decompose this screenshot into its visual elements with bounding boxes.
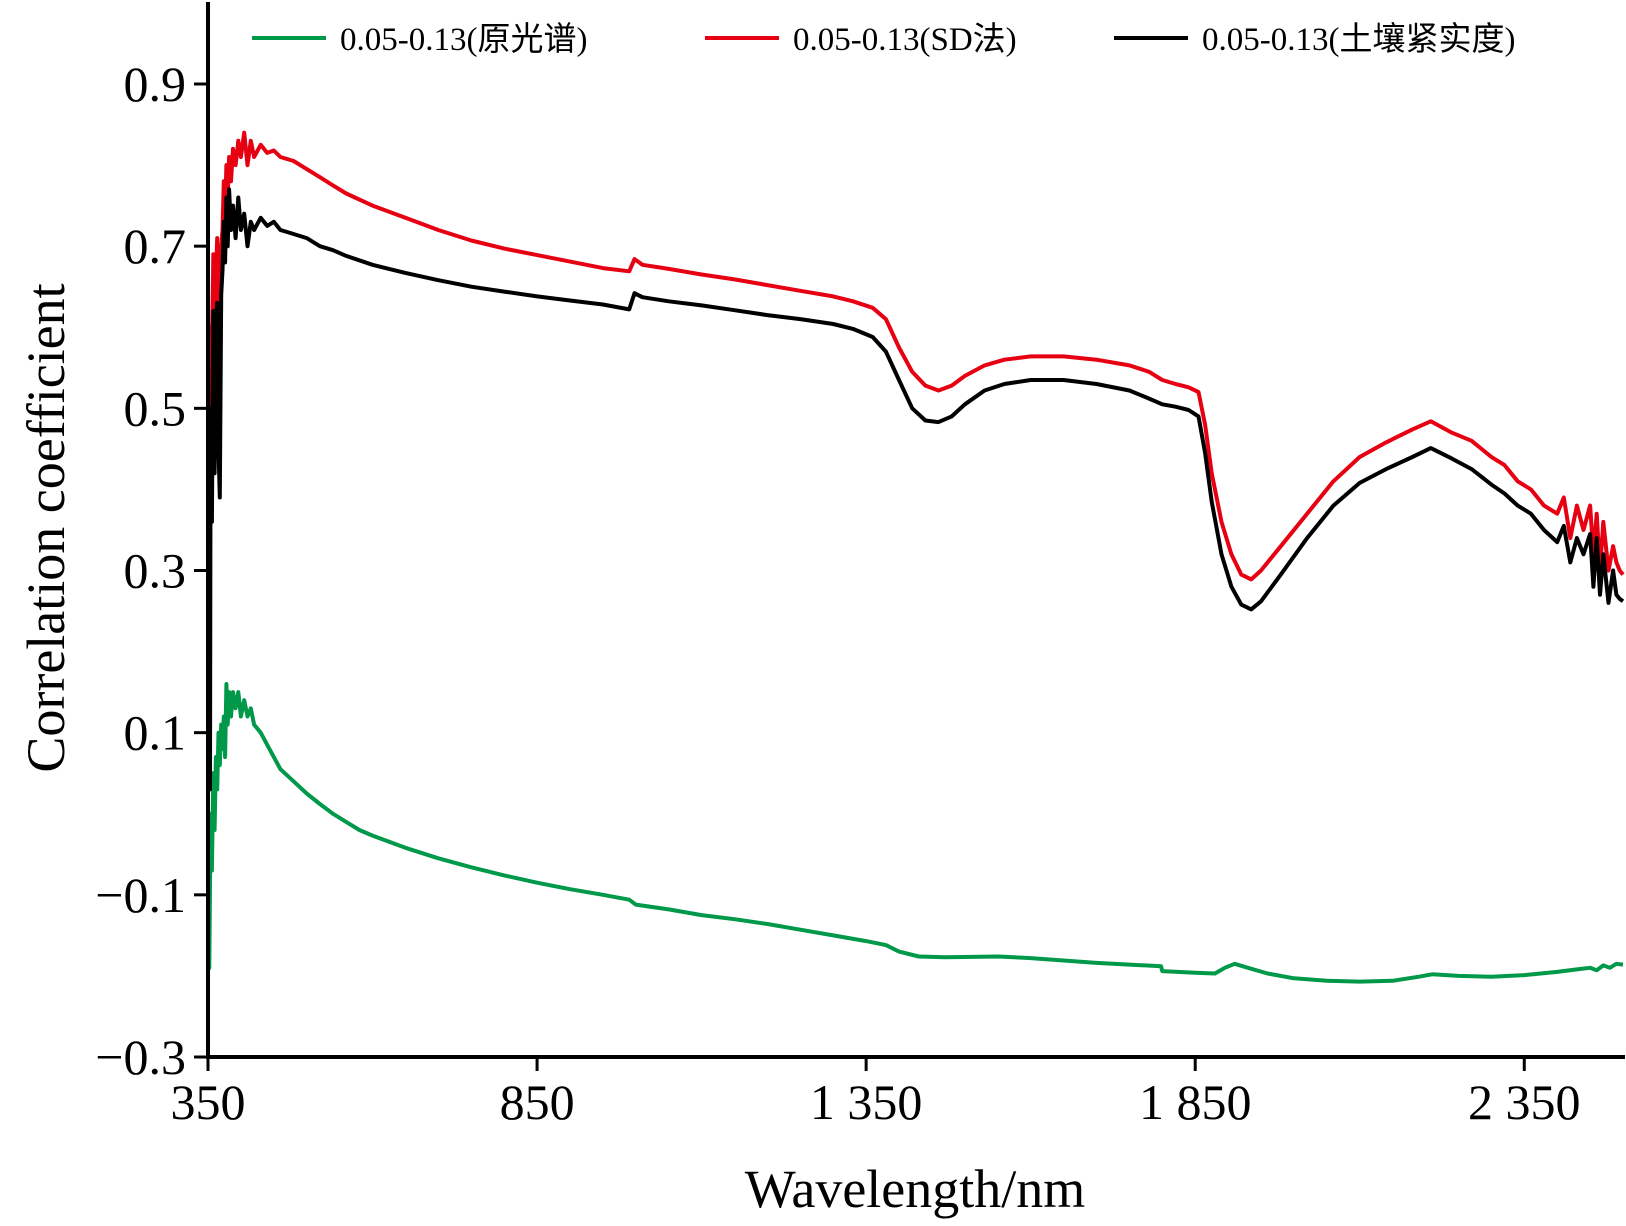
x-ticks: 350 850 1 350 1 850 2 350 <box>171 1057 1581 1130</box>
series-line-2 <box>208 187 1625 792</box>
legend-label: 0.05-0.13(SD法) <box>793 21 1017 58</box>
legend-label: 0.05-0.13(土壤紧实度) <box>1202 21 1515 58</box>
y-ticks: 0.9 0.7 0.5 0.3 0.1 −0.1 −0.3 <box>95 56 208 1085</box>
y-axis-title: Correlation coefficient <box>16 283 76 772</box>
y-tick-label: 0.1 <box>124 705 187 761</box>
x-tick-label: 1 850 <box>1139 1074 1252 1130</box>
series-layer <box>208 130 1625 984</box>
series-line-1 <box>208 130 1625 582</box>
x-tick-label: 350 <box>171 1074 246 1130</box>
legend-item: 0.05-0.13(原光谱) <box>252 21 587 58</box>
legend: 0.05-0.13(原光谱) 0.05-0.13(SD法) 0.05-0.13(土壤… <box>252 21 1515 58</box>
y-tick-label: 0.7 <box>124 218 187 274</box>
y-tick-label: 0.9 <box>124 56 187 112</box>
legend-item: 0.05-0.13(土壤紧实度) <box>1114 21 1515 58</box>
x-tick-label: 2 350 <box>1468 1074 1581 1130</box>
x-axis-title: Wavelength/nm <box>745 1159 1086 1219</box>
series-line-0 <box>208 682 1624 984</box>
axes: 0.9 0.7 0.5 0.3 0.1 −0.1 −0.3 350 850 1 350 1 850… <box>95 2 1625 1130</box>
x-tick-label: 1 350 <box>810 1074 923 1130</box>
legend-label: 0.05-0.13(原光谱) <box>340 21 587 58</box>
x-tick-label: 850 <box>500 1074 575 1130</box>
y-tick-label: −0.1 <box>95 867 186 923</box>
y-tick-label: 0.3 <box>124 543 187 599</box>
y-tick-label: 0.5 <box>124 380 187 436</box>
y-tick-label: −0.3 <box>95 1029 186 1085</box>
legend-item: 0.05-0.13(SD法) <box>705 21 1017 58</box>
